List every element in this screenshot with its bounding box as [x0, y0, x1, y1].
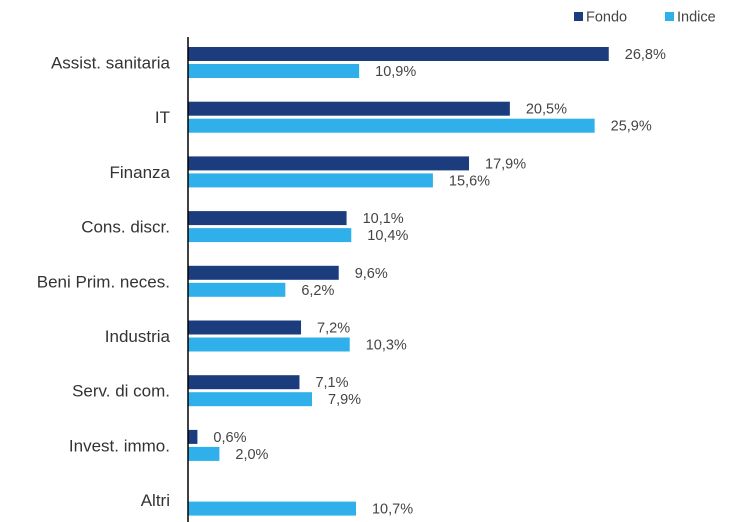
value-label-indice-altri: 10,7%: [372, 502, 413, 518]
category-label-invest-immo: Invest. immo.: [69, 436, 170, 455]
legend-swatch-fondo: [574, 12, 583, 21]
value-label-indice-beni-prim-neces: 6,2%: [301, 283, 334, 299]
bar-indice-cons-discr: [188, 228, 352, 243]
bar-indice-it: [188, 118, 595, 133]
bar-fondo-cons-discr: [188, 211, 347, 226]
value-label-fondo-industria: 7,2%: [317, 321, 350, 337]
bar-indice-finanza: [188, 173, 433, 188]
category-label-industria: Industria: [105, 327, 171, 346]
bar-indice-industria: [188, 337, 350, 352]
legend-label-indice: Indice: [677, 10, 716, 26]
category-label-it: IT: [155, 108, 170, 127]
category-label-finanza: Finanza: [110, 163, 171, 182]
value-label-indice-invest-immo: 2,0%: [235, 447, 268, 463]
value-labels-group: 26,8% 10,9% 20,5% 25,9% 17,9%15,6% 10,1%10,4%…: [213, 47, 666, 518]
value-label-indice-cons-discr: 10,4%: [367, 228, 408, 244]
category-label-serv-di-com: Serv. di com.: [72, 382, 170, 401]
category-label-assist-sanitaria: Assist. sanitaria: [51, 54, 171, 73]
bar-indice-altri: [188, 501, 356, 516]
value-label-fondo-assist-sanitaria: 26,8%: [625, 47, 666, 63]
value-label-indice-industria: 10,3%: [366, 338, 407, 354]
bar-fondo-finanza: [188, 156, 470, 171]
bars-group: [188, 47, 609, 516]
category-label-beni-prim-neces: Beni Prim. neces.: [37, 272, 170, 291]
bar-fondo-serv-di-com: [188, 375, 300, 390]
value-label-fondo-finanza: 17,9%: [485, 156, 526, 172]
value-label-indice-it: 25,9%: [611, 119, 652, 135]
category-labels-group: Assist. sanitaria IT Finanza Cons. discr. Be…: [37, 54, 171, 511]
bar-fondo-beni-prim-neces: [188, 265, 339, 280]
legend-swatch-indice: [665, 12, 674, 21]
category-label-altri: Altri: [141, 491, 170, 510]
bar-fondo-industria: [188, 320, 302, 335]
bar-fondo-assist-sanitaria: [188, 47, 609, 61]
bar-indice-beni-prim-neces: [188, 282, 286, 297]
value-label-fondo-it: 20,5%: [526, 102, 567, 118]
value-label-indice-serv-di-com: 7,9%: [328, 392, 361, 408]
value-label-fondo-cons-discr: 10,1%: [363, 211, 404, 227]
bar-fondo-it: [188, 101, 510, 116]
bar-indice-serv-di-com: [188, 392, 313, 407]
value-label-indice-assist-sanitaria: 10,9%: [375, 64, 416, 80]
legend-label-fondo: Fondo: [586, 10, 627, 26]
bar-indice-invest-immo: [188, 446, 220, 461]
bar-indice-assist-sanitaria: [188, 64, 360, 78]
category-label-cons-discr: Cons. discr.: [81, 218, 170, 237]
value-label-fondo-beni-prim-neces: 9,6%: [355, 266, 388, 282]
legend: Fondo Indice: [574, 10, 716, 26]
bar-fondo-invest-immo: [188, 429, 198, 444]
value-label-indice-finanza: 15,6%: [449, 173, 490, 189]
value-label-fondo-invest-immo: 0,6%: [213, 430, 246, 446]
value-label-fondo-serv-di-com: 7,1%: [315, 375, 348, 391]
